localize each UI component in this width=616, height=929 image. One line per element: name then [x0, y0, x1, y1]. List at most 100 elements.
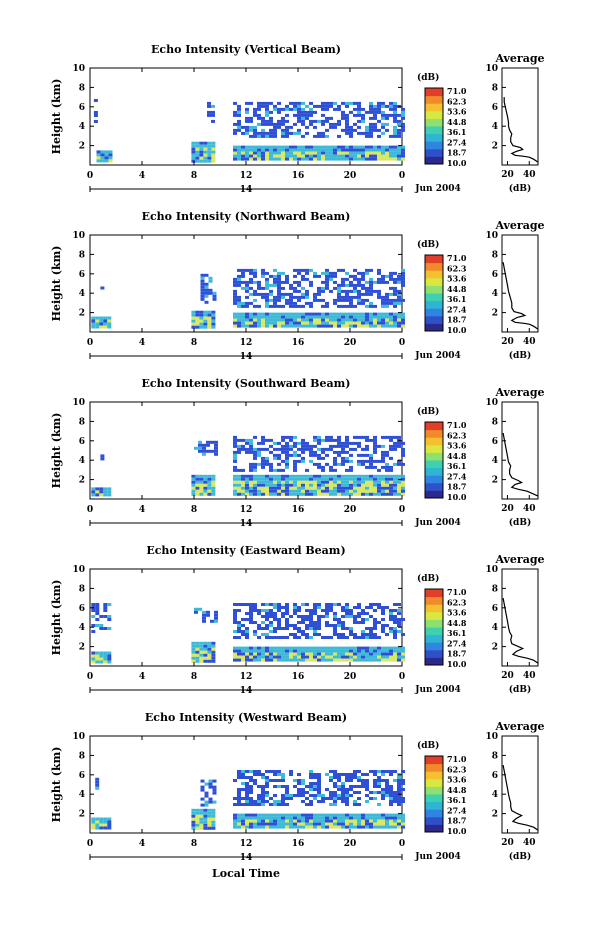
echo-cell	[233, 465, 237, 469]
echo-cell	[381, 154, 385, 158]
echo-cell	[369, 483, 373, 487]
echo-cell	[393, 286, 397, 290]
echo-cell	[265, 489, 269, 493]
echo-cell	[349, 630, 353, 633]
echo-cell	[297, 145, 301, 149]
echo-cell	[309, 646, 313, 650]
echo-cell	[321, 321, 325, 325]
echo-cell	[309, 770, 313, 773]
echo-cell	[333, 627, 337, 630]
echo-cell	[277, 816, 281, 820]
echo-cell	[337, 776, 341, 779]
echo-cell	[337, 658, 341, 662]
echo-cell	[389, 101, 393, 105]
echo-cell	[385, 825, 389, 829]
echo-cell	[293, 154, 297, 158]
echo-cell	[203, 310, 208, 314]
echo-cell	[297, 459, 301, 463]
echo-cell	[313, 444, 317, 448]
echo-cell	[393, 441, 397, 445]
echo-cell	[325, 603, 329, 606]
echo-cell	[195, 486, 200, 490]
echo-cell	[261, 822, 265, 826]
echo-cell	[96, 150, 101, 154]
echo-cell	[200, 291, 205, 295]
echo-cell	[285, 636, 289, 639]
echo-cell	[313, 797, 317, 800]
echo-cell	[285, 315, 289, 319]
echo-cell	[385, 301, 389, 305]
echo-cell	[104, 159, 109, 163]
echo-cell	[325, 447, 329, 451]
day-label: 14	[240, 519, 253, 529]
echo-cell	[377, 324, 381, 328]
echo-cell	[269, 312, 273, 316]
echo-cell	[241, 813, 245, 817]
echo-cell	[349, 819, 353, 823]
echo-cell	[377, 292, 381, 296]
echo-cell	[353, 441, 357, 445]
average-profile-line	[503, 97, 539, 163]
echo-cell	[365, 652, 369, 656]
echo-cell	[357, 612, 361, 615]
echo-cell	[313, 658, 317, 662]
echo-cell	[285, 655, 289, 659]
echo-cell	[273, 612, 277, 615]
echo-cell	[289, 447, 293, 451]
echo-cell	[377, 779, 381, 782]
echo-cell	[253, 646, 257, 650]
echo-cell	[249, 652, 253, 656]
echo-cell	[309, 782, 313, 785]
echo-cell	[309, 489, 313, 493]
echo-cell	[313, 785, 317, 788]
echo-cell	[207, 113, 211, 117]
echo-cell	[317, 627, 321, 630]
echo-cell	[309, 107, 313, 111]
echo-cell	[269, 603, 273, 606]
echo-cell	[245, 782, 249, 785]
echo-cell	[361, 492, 365, 496]
echo-cell	[393, 636, 397, 639]
echo-cell	[107, 823, 112, 827]
echo-cell	[353, 785, 357, 788]
x-tick-label: 4	[139, 839, 145, 849]
echo-cell	[385, 468, 389, 472]
echo-cell	[277, 609, 281, 612]
echo-cell	[365, 636, 369, 639]
echo-cell	[199, 150, 204, 154]
echo-cell	[361, 813, 365, 817]
echo-cell	[361, 321, 365, 325]
echo-cell	[329, 274, 333, 278]
echo-cell	[269, 304, 273, 308]
echo-cell	[269, 649, 273, 653]
echo-cell	[285, 652, 289, 656]
echo-cell	[341, 295, 345, 299]
echo-cell	[245, 301, 249, 305]
echo-cell	[369, 822, 373, 826]
echo-cell	[401, 788, 405, 791]
echo-cell	[337, 104, 341, 108]
echo-cell	[273, 627, 277, 630]
echo-cell	[237, 797, 241, 800]
echo-cell	[389, 489, 393, 493]
echo-cell	[305, 154, 309, 158]
echo-cell	[349, 459, 353, 463]
echo-cell	[313, 148, 317, 152]
echo-cell	[257, 800, 261, 803]
echo-cell	[281, 292, 285, 296]
echo-cell	[277, 312, 281, 316]
echo-cell	[95, 657, 100, 661]
average-x-tick-label: 20	[501, 671, 514, 681]
average-xlabel: (dB)	[509, 684, 531, 695]
echo-cell	[385, 658, 389, 662]
colorbar-swatch	[425, 110, 443, 119]
echo-cell	[365, 438, 369, 442]
echo-cell	[297, 268, 301, 272]
echo-cell	[365, 649, 369, 653]
echo-cell	[381, 456, 385, 460]
echo-cell	[369, 658, 373, 662]
echo-cell	[269, 145, 273, 149]
echo-cell	[237, 474, 241, 478]
echo-cell	[393, 492, 397, 496]
echo-cell	[397, 646, 401, 650]
